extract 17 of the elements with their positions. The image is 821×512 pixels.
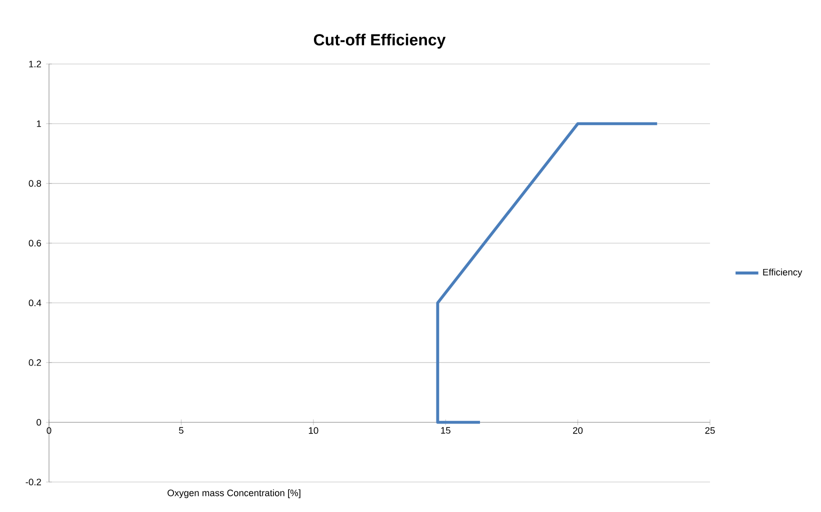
y-tick-label: 0.4 — [28, 300, 42, 306]
chart-title: Cut-off Efficiency — [314, 34, 446, 49]
x-tick-label: 5 — [178, 427, 184, 434]
x-tick-label: 0 — [46, 427, 52, 434]
y-tick-label: 0.6 — [28, 240, 42, 246]
y-tick-label: 0.8 — [28, 180, 42, 187]
x-tick-label: 10 — [308, 427, 318, 434]
y-tick-label: 0 — [36, 418, 42, 426]
legend-label: Efficiency — [763, 268, 802, 278]
x-tick-label: 20 — [573, 427, 583, 434]
y-tick-label: -0.2 — [26, 478, 41, 486]
x-tick-label: 15 — [441, 427, 450, 434]
y-tick-label: 1.2 — [29, 60, 41, 68]
y-tick-label: 0.2 — [28, 359, 41, 366]
y-tick-label: 1 — [36, 120, 41, 127]
x-axis-title: Oxygen mass Concentration [%] — [168, 489, 300, 498]
x-tick-label: 25 — [705, 427, 715, 434]
